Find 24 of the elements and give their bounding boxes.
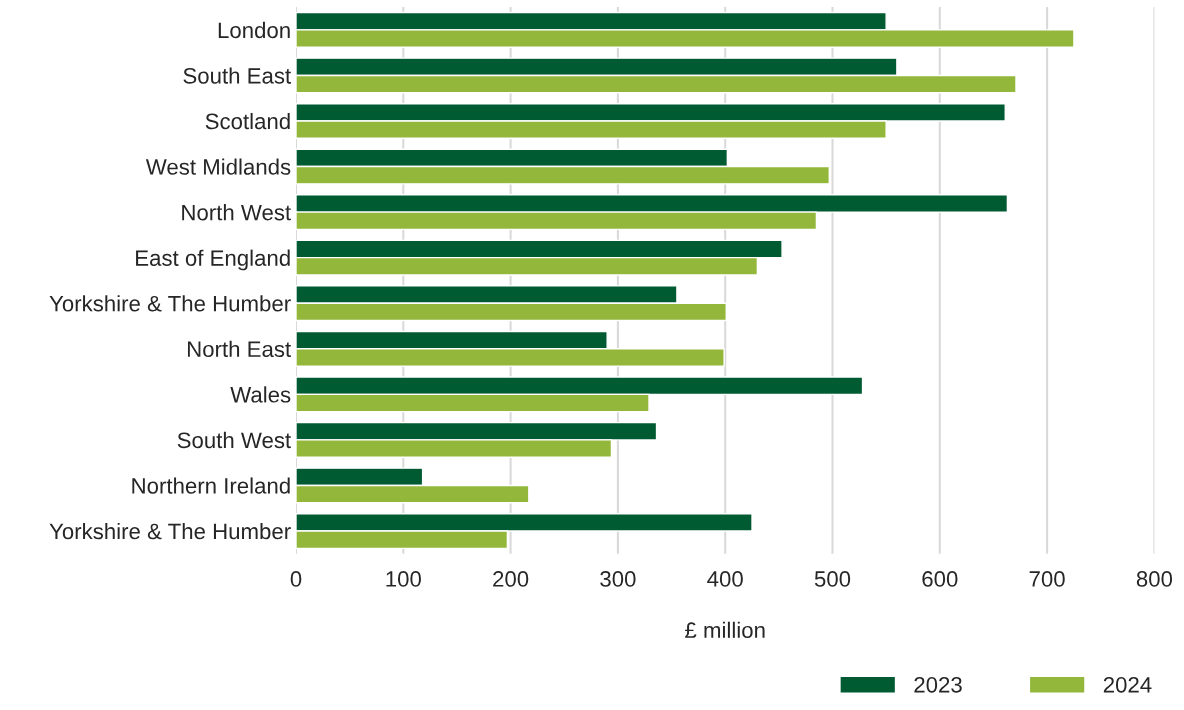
x-tick-label: 700 bbox=[1029, 571, 1065, 587]
y-tick-label: East of England bbox=[136, 249, 290, 271]
y-tick-label: Yorkshire & The Humber bbox=[49, 295, 291, 312]
x-axis-title: £ million bbox=[685, 621, 765, 639]
y-tick-label: Scotland bbox=[205, 112, 290, 130]
y-tick-label: Wales bbox=[230, 386, 291, 403]
y-tick-label: South East bbox=[183, 67, 291, 84]
x-tick-label: 300 bbox=[600, 571, 636, 587]
x-tick-label: 400 bbox=[707, 571, 743, 587]
legend-label: 2023 bbox=[914, 676, 962, 693]
y-tick-label: South West bbox=[177, 431, 291, 449]
y-tick-label: North East bbox=[187, 340, 291, 358]
y-tick-label: Northern Ireland bbox=[132, 477, 290, 494]
x-tick-label: 100 bbox=[386, 571, 421, 587]
x-tick-label: 600 bbox=[922, 571, 958, 587]
y-tick-label: North West bbox=[182, 204, 291, 221]
y-tick-label: Yorkshire & The Humber bbox=[49, 522, 291, 540]
x-tick-label: 800 bbox=[1136, 571, 1173, 587]
legend-label: 2024 bbox=[1103, 676, 1152, 693]
x-tick-label: 0 bbox=[290, 571, 302, 587]
y-tick-label: London bbox=[218, 21, 290, 39]
x-tick-label: 500 bbox=[814, 571, 851, 587]
y-tick-label: West Midlands bbox=[145, 158, 291, 175]
x-tick-label: 200 bbox=[493, 571, 529, 587]
